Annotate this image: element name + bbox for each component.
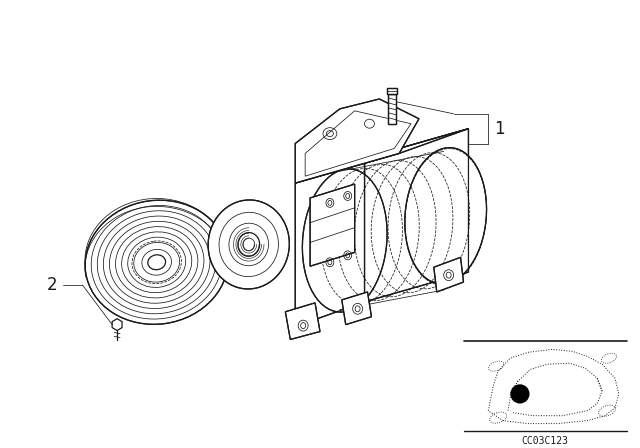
Polygon shape: [387, 88, 397, 94]
Ellipse shape: [85, 200, 228, 324]
Ellipse shape: [405, 148, 486, 284]
Polygon shape: [112, 319, 122, 331]
Ellipse shape: [302, 169, 387, 312]
Text: CC03C123: CC03C123: [521, 436, 568, 447]
Polygon shape: [295, 158, 365, 327]
Polygon shape: [285, 303, 320, 340]
Polygon shape: [342, 292, 371, 325]
Text: 1: 1: [494, 120, 505, 138]
Polygon shape: [365, 129, 468, 302]
Polygon shape: [295, 129, 468, 183]
Text: 2: 2: [47, 276, 58, 294]
Ellipse shape: [208, 200, 289, 289]
Polygon shape: [434, 257, 463, 292]
Polygon shape: [388, 94, 396, 124]
Polygon shape: [295, 99, 419, 183]
Polygon shape: [310, 184, 355, 266]
Circle shape: [511, 385, 529, 403]
